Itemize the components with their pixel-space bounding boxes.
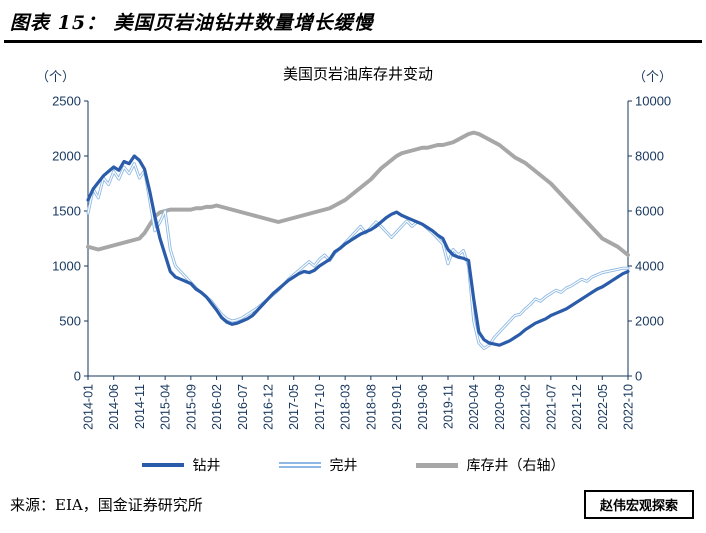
svg-text:6000: 6000 [635,204,664,219]
svg-text:1500: 1500 [52,204,81,219]
figure-footer: 来源：EIA，国金证券研究所 赵伟宏观探索 [0,480,706,519]
svg-text:2022-05: 2022-05 [596,384,610,430]
figure-title: 图表 15： 美国页岩油钻井数量增长缓慢 [10,12,374,34]
svg-text:2020-09: 2020-09 [493,384,507,430]
svg-text:10000: 10000 [635,94,671,109]
legend-item-duc: 库存井（右轴） [415,455,565,475]
svg-text:2019-11: 2019-11 [442,384,456,429]
legend-item-completion: 完井 [278,455,358,475]
svg-text:2017-10: 2017-10 [313,384,327,430]
svg-text:2016-07: 2016-07 [236,384,250,430]
svg-text:2020-04: 2020-04 [467,384,481,430]
svg-text:2000: 2000 [635,314,664,329]
svg-text:2500: 2500 [52,94,81,109]
line-chart: 美国页岩油库存井变动 （个） （个） 0 500 1000 1500 2000 2500 0 200… [36,65,672,430]
svg-text:0: 0 [74,369,81,384]
svg-text:2018-03: 2018-03 [339,384,353,430]
svg-text:2015-04: 2015-04 [159,384,173,430]
legend-label-drilling: 钻井 [192,458,221,474]
svg-text:美国页岩油库存井变动: 美国页岩油库存井变动 [283,65,433,83]
figure-header: 图表 15： 美国页岩油钻井数量增长缓慢 [0,0,706,35]
svg-text:2018-08: 2018-08 [364,384,378,430]
svg-text:（个）: （个） [36,69,75,84]
source-note: 来源：EIA，国金证券研究所 [10,496,203,514]
svg-text:2021-12: 2021-12 [570,384,584,430]
watermark-badge: 赵伟宏观探索 [583,490,694,519]
legend-item-drilling: 钻井 [141,455,221,475]
header-underline [4,40,702,43]
svg-text:2019-06: 2019-06 [416,384,430,430]
svg-text:2022-10: 2022-10 [622,384,636,430]
svg-text:2017-05: 2017-05 [287,384,301,430]
svg-text:2000: 2000 [52,149,81,164]
svg-text:2016-12: 2016-12 [262,384,276,430]
svg-text:2015-09: 2015-09 [184,384,198,430]
svg-text:2019-01: 2019-01 [390,384,404,430]
svg-text:500: 500 [59,314,81,329]
svg-text:（个）: （个） [633,69,672,84]
svg-text:2014-06: 2014-06 [107,384,121,430]
duc-line-swatch-icon [415,462,458,468]
svg-text:8000: 8000 [635,149,664,164]
svg-text:1000: 1000 [52,259,81,274]
svg-text:2016-02: 2016-02 [210,384,224,430]
drilling-line-swatch-icon [141,463,184,467]
svg-text:0: 0 [635,369,642,384]
svg-text:4000: 4000 [635,259,664,274]
legend-label-completion: 完井 [329,458,358,474]
svg-text:2014-11: 2014-11 [133,384,147,429]
completion-line-swatch-icon [278,462,321,468]
chart-legend: 钻井 完井 库存井（右轴） [0,450,706,480]
svg-text:2014-01: 2014-01 [82,384,96,430]
legend-label-duc: 库存井（右轴） [466,458,565,474]
svg-text:2021-02: 2021-02 [519,384,533,430]
svg-text:2021-07: 2021-07 [544,384,558,430]
